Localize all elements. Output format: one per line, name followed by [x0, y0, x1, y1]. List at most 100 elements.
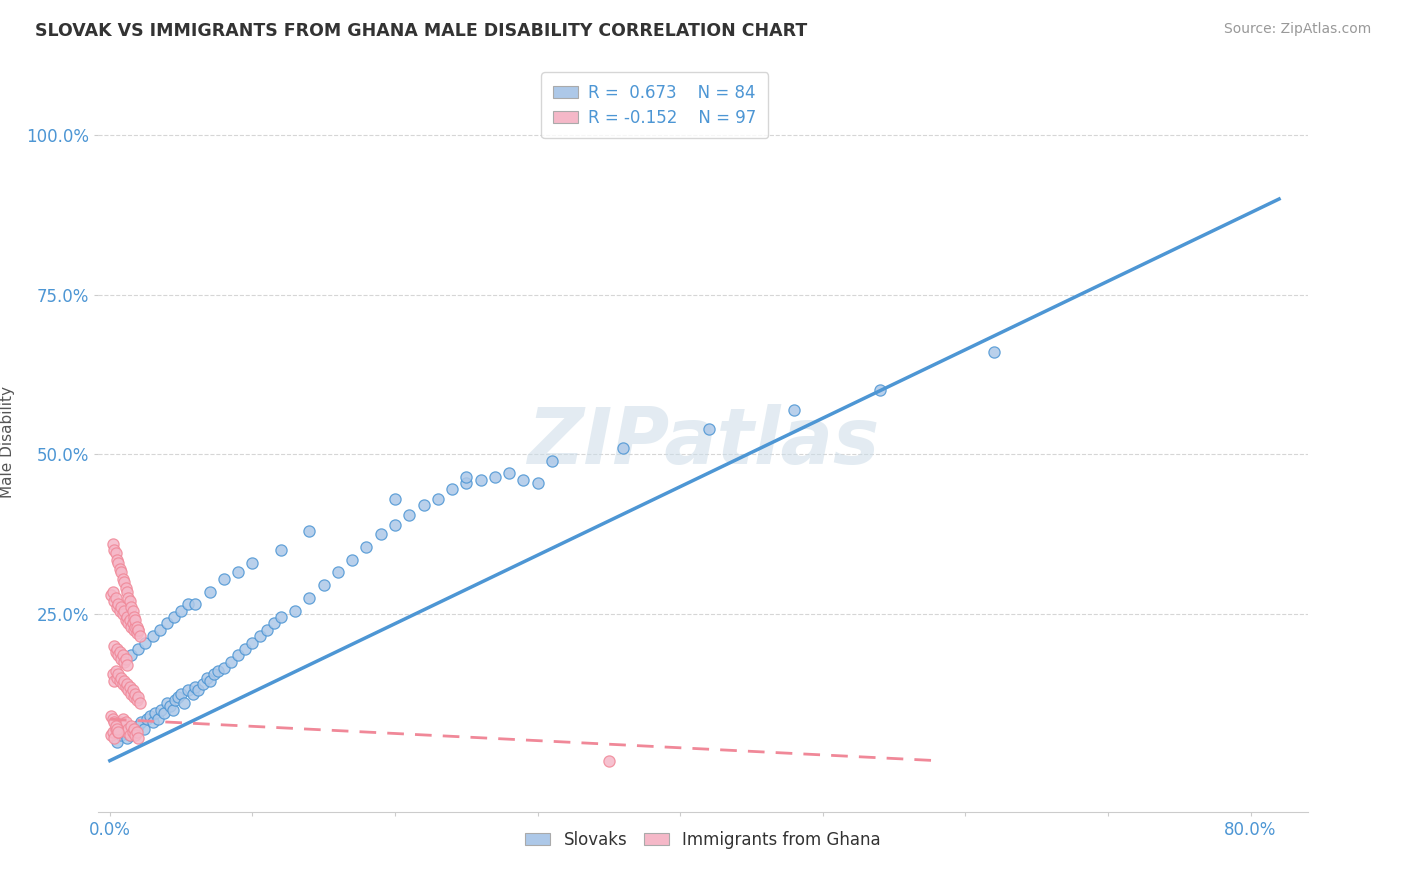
Point	[484, 469, 506, 483]
Point	[173, 696, 195, 710]
Point	[114, 680, 136, 694]
Point	[110, 600, 132, 615]
Point	[170, 687, 193, 701]
Point	[125, 619, 148, 633]
Point	[181, 687, 204, 701]
Point	[242, 635, 264, 649]
Point	[124, 725, 146, 739]
Point	[112, 604, 135, 618]
Legend: Slovaks, Immigrants from Ghana: Slovaks, Immigrants from Ghana	[519, 824, 887, 855]
Point	[145, 706, 167, 720]
Point	[128, 696, 150, 710]
Point	[124, 728, 146, 742]
Point	[118, 728, 141, 742]
Point	[456, 476, 478, 491]
Point	[103, 731, 125, 746]
Point	[112, 725, 135, 739]
Point	[384, 517, 406, 532]
Point	[270, 543, 292, 558]
Point	[256, 623, 278, 637]
Point	[184, 680, 207, 694]
Point	[153, 706, 176, 720]
Point	[105, 600, 128, 615]
Point	[869, 384, 891, 398]
Point	[110, 728, 132, 742]
Point	[101, 712, 124, 726]
Point	[117, 683, 139, 698]
Point	[162, 703, 184, 717]
Point	[101, 725, 124, 739]
Point	[127, 623, 149, 637]
Point	[122, 690, 145, 704]
Point	[156, 616, 179, 631]
Point	[127, 642, 149, 657]
Point	[159, 699, 181, 714]
Point	[122, 623, 145, 637]
Point	[498, 467, 520, 481]
Point	[326, 566, 349, 580]
Point	[456, 469, 478, 483]
Point	[150, 703, 173, 717]
Point	[177, 597, 200, 611]
Point	[103, 594, 125, 608]
Point	[107, 597, 129, 611]
Point	[112, 655, 135, 669]
Point	[101, 536, 124, 550]
Point	[120, 687, 142, 701]
Point	[121, 683, 143, 698]
Point	[298, 591, 321, 605]
Point	[783, 402, 806, 417]
Point	[127, 718, 149, 732]
Point	[121, 604, 143, 618]
Point	[441, 483, 464, 497]
Point	[187, 683, 209, 698]
Point	[207, 665, 229, 679]
Point	[107, 648, 129, 663]
Point	[107, 667, 129, 681]
Point	[105, 718, 128, 732]
Point	[202, 667, 225, 681]
Point	[512, 473, 534, 487]
Point	[312, 578, 335, 592]
Point	[114, 715, 136, 730]
Point	[105, 642, 128, 657]
Point	[132, 722, 155, 736]
Point	[226, 648, 249, 663]
Point	[110, 722, 132, 736]
Point	[156, 696, 179, 710]
Point	[110, 566, 132, 580]
Point	[184, 597, 207, 611]
Point	[526, 476, 548, 491]
Point	[120, 600, 142, 615]
Point	[117, 591, 139, 605]
Point	[104, 591, 127, 605]
Point	[103, 715, 125, 730]
Point	[342, 552, 364, 566]
Point	[219, 655, 242, 669]
Point	[104, 546, 127, 560]
Point	[105, 722, 128, 736]
Point	[108, 673, 131, 688]
Point	[249, 629, 271, 643]
Point	[142, 715, 165, 730]
Point	[110, 651, 132, 665]
Point	[198, 673, 221, 688]
Point	[284, 604, 307, 618]
Point	[412, 499, 434, 513]
Point	[120, 619, 142, 633]
Point	[115, 610, 138, 624]
Point	[124, 619, 146, 633]
Text: Source: ZipAtlas.com: Source: ZipAtlas.com	[1223, 22, 1371, 37]
Point	[177, 683, 200, 698]
Point	[104, 665, 127, 679]
Point	[118, 680, 141, 694]
Point	[117, 616, 139, 631]
Point	[384, 491, 406, 506]
Text: ZIPatlas: ZIPatlas	[527, 403, 879, 480]
Point	[142, 629, 165, 643]
Point	[598, 754, 620, 768]
Y-axis label: Male Disability: Male Disability	[0, 385, 15, 498]
Point	[118, 728, 141, 742]
Point	[270, 610, 292, 624]
Point	[104, 718, 127, 732]
